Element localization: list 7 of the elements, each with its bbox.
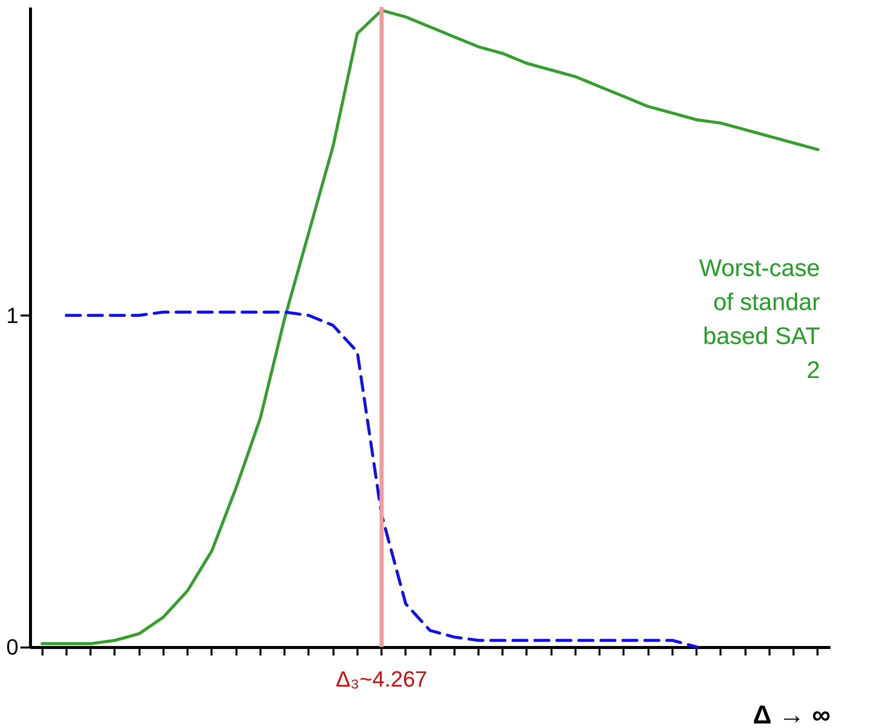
- x-tick-label: Δ₃~4.267: [336, 666, 428, 692]
- line-series: [64, 310, 698, 648]
- y-tick-label: 1: [6, 302, 18, 328]
- line-series: [40, 8, 820, 646]
- annotation: Worst-case of standar based SAT 2: [699, 255, 820, 384]
- y-tick-label: 0: [6, 634, 18, 660]
- x-axis-title: Δ → ∞: [752, 700, 830, 728]
